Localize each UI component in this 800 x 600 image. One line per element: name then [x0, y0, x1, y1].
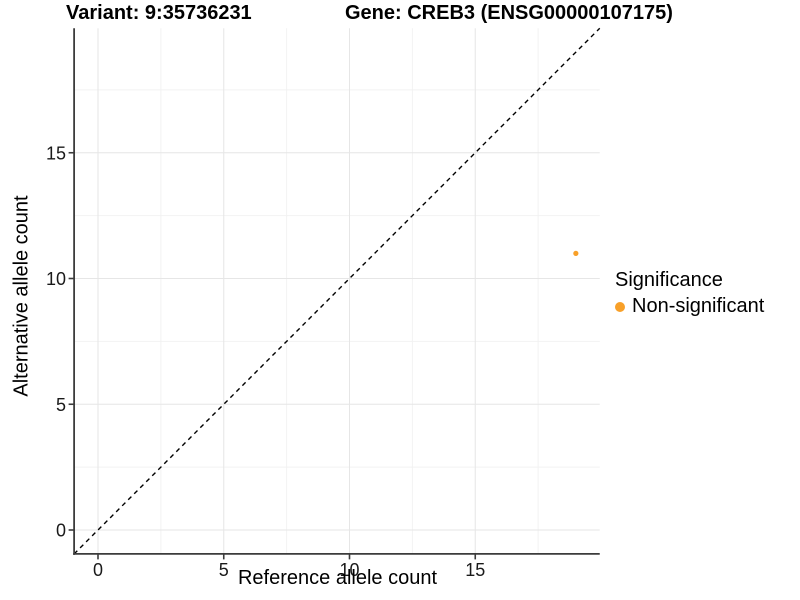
y-tick-label: 10: [46, 269, 66, 289]
legend-item-label: Non-significant: [632, 295, 765, 317]
x-tick-label: 0: [93, 560, 103, 580]
x-tick-label: 10: [339, 560, 359, 580]
y-tick-label: 0: [56, 521, 66, 541]
variant-title: Variant: 9:35736231: [66, 2, 252, 24]
legend-key-dot-icon: [615, 301, 625, 312]
y-tick-label: 5: [56, 395, 66, 415]
legend: Significance Non-significant: [615, 269, 764, 318]
legend-item-non-significant: Non-significant: [615, 295, 764, 318]
data-point: [573, 250, 579, 256]
gene-title: Gene: CREB3 (ENSG00000107175): [345, 2, 673, 24]
y-axis-label: Alternative allele count: [10, 195, 33, 397]
x-axis-label: Reference allele count: [237, 567, 437, 589]
y-tick-label: 15: [46, 143, 66, 163]
legend-title: Significance: [615, 269, 723, 291]
identity-line: [73, 27, 601, 555]
x-tick-label: 15: [465, 560, 485, 580]
x-tick-label: 5: [219, 560, 229, 580]
